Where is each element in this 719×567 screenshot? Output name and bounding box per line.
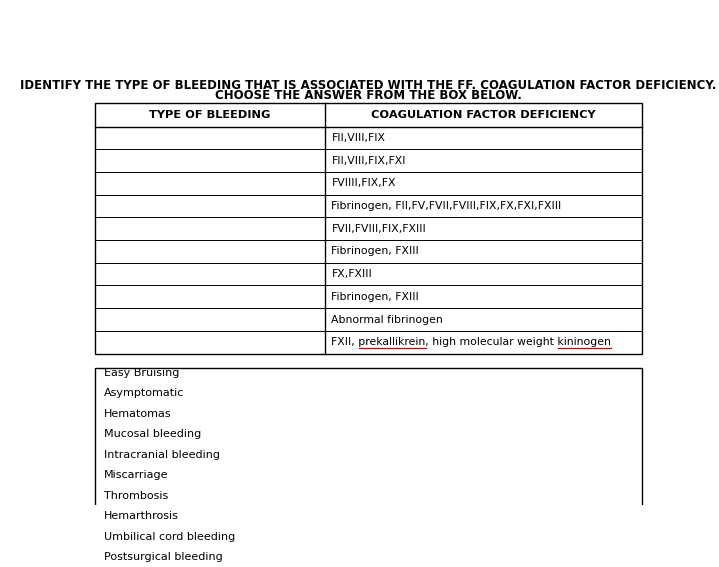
Text: FX,FXIII: FX,FXIII xyxy=(331,269,372,279)
Text: FII,VIII,FIX: FII,VIII,FIX xyxy=(331,133,385,143)
Text: Asymptomatic: Asymptomatic xyxy=(104,388,184,398)
Text: Hemarthrosis: Hemarthrosis xyxy=(104,511,179,522)
Text: FXII, prekallikrein, high molecular weight kininogen: FXII, prekallikrein, high molecular weig… xyxy=(331,337,611,347)
Text: Mucosal bleeding: Mucosal bleeding xyxy=(104,429,201,439)
Text: Miscarriage: Miscarriage xyxy=(104,471,168,480)
Bar xyxy=(96,103,641,354)
Text: FVII,FVIII,FIX,FXIII: FVII,FVIII,FIX,FXIII xyxy=(331,224,426,234)
Text: Abnormal fibrinogen: Abnormal fibrinogen xyxy=(331,315,443,324)
Text: Fibrinogen, FXIII: Fibrinogen, FXIII xyxy=(331,247,419,256)
Text: Thrombosis: Thrombosis xyxy=(104,491,168,501)
Text: Umbilical cord bleeding: Umbilical cord bleeding xyxy=(104,532,235,542)
Text: COAGULATION FACTOR DEFICIENCY: COAGULATION FACTOR DEFICIENCY xyxy=(371,110,595,120)
Text: Fibrinogen, FII,FV,FVII,FVIII,FIX,FX,FXI,FXIII: Fibrinogen, FII,FV,FVII,FVIII,FIX,FX,FXI… xyxy=(331,201,562,211)
Text: CHOOSE THE ANSWER FROM THE BOX BELOW.: CHOOSE THE ANSWER FROM THE BOX BELOW. xyxy=(215,89,522,102)
Text: Fibrinogen, FXIII: Fibrinogen, FXIII xyxy=(331,292,419,302)
Text: TYPE OF BLEEDING: TYPE OF BLEEDING xyxy=(150,110,271,120)
Text: FII,VIII,FIX,FXI: FII,VIII,FIX,FXI xyxy=(331,155,406,166)
Bar xyxy=(96,367,641,567)
Text: IDENTIFY THE TYPE OF BLEEDING THAT IS ASSOCIATED WITH THE FF. COAGULATION FACTOR: IDENTIFY THE TYPE OF BLEEDING THAT IS AS… xyxy=(20,79,717,92)
Text: FVIIII,FIX,FX: FVIIII,FIX,FX xyxy=(331,178,396,188)
Text: Easy Bruising: Easy Bruising xyxy=(104,368,179,378)
Text: Hematomas: Hematomas xyxy=(104,409,171,419)
Text: Postsurgical bleeding: Postsurgical bleeding xyxy=(104,552,223,562)
Text: Intracranial bleeding: Intracranial bleeding xyxy=(104,450,220,460)
